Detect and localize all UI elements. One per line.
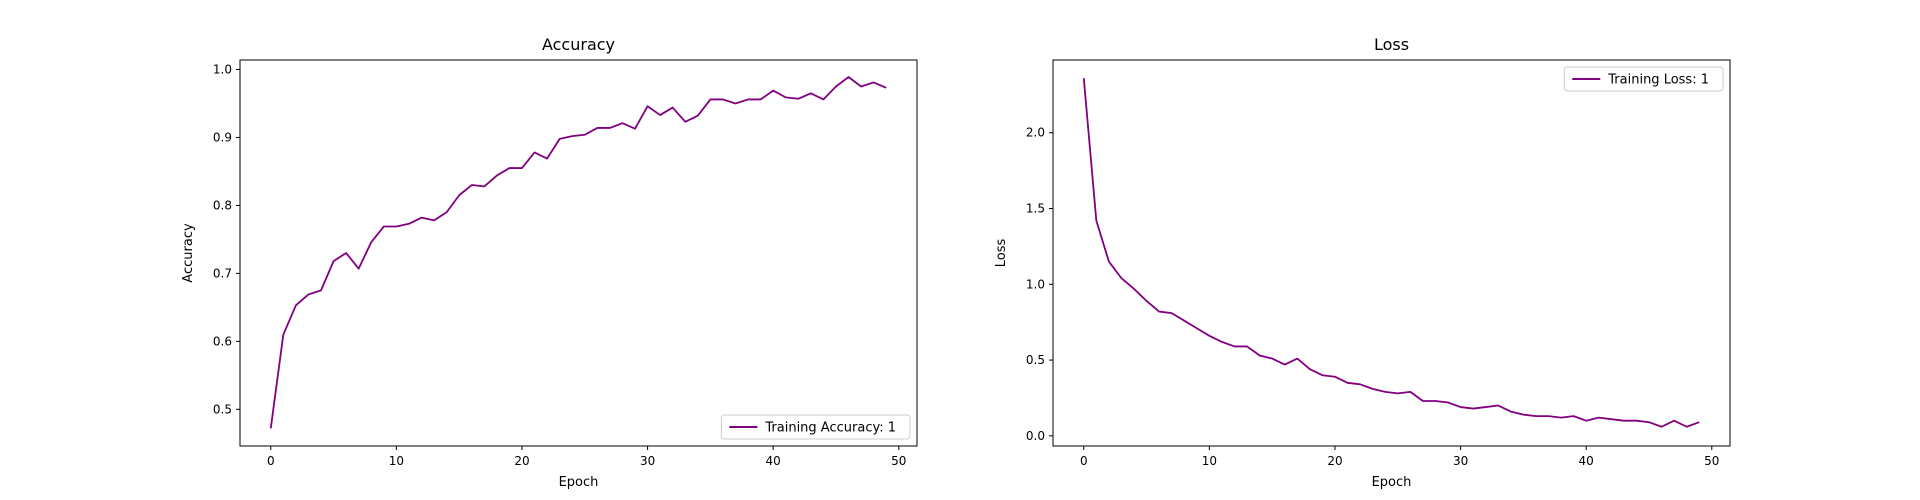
y-tick-label: 2.0 xyxy=(1026,126,1045,140)
plot-frame xyxy=(1052,59,1731,447)
legend: Training Accuracy: 1 xyxy=(720,414,911,440)
series-line xyxy=(1082,78,1700,428)
x-tick-label: 10 xyxy=(1202,454,1217,468)
series xyxy=(269,76,887,429)
chart-title: Loss xyxy=(1374,35,1409,54)
chart-title: Accuracy xyxy=(542,35,615,54)
legend-box xyxy=(720,414,911,440)
x-tick-label: 0 xyxy=(267,454,275,468)
x-tick-label: 20 xyxy=(1327,454,1342,468)
legend-entry: Training Accuracy: 1 xyxy=(764,421,896,436)
legend-entry: Training Loss: 1 xyxy=(1607,73,1709,88)
accuracy-chart: Accuracy Epoch Accuracy 0 10 20 30 40 50 0.5 0.… xyxy=(181,35,918,490)
y-tick-label: 0.5 xyxy=(1026,353,1045,367)
plot-frame xyxy=(239,59,918,447)
y-axis-label: Loss xyxy=(994,239,1009,268)
ticks: 0 10 20 30 40 50 0.0 0.5 1.0 1.5 2.0 xyxy=(1026,126,1720,468)
y-tick-label: 1.0 xyxy=(1026,277,1045,291)
x-tick-label: 40 xyxy=(1579,454,1594,468)
y-tick-label: 0.9 xyxy=(213,130,232,144)
x-tick-label: 40 xyxy=(766,454,781,468)
x-tick-label: 10 xyxy=(389,454,404,468)
x-tick-label: 0 xyxy=(1080,454,1088,468)
x-tick-label: 50 xyxy=(891,454,906,468)
legend: Training Loss: 1 xyxy=(1563,66,1724,92)
legend-box xyxy=(1563,66,1724,92)
ticks: 0 10 20 30 40 50 0.5 0.6 0.7 0.8 0.9 1.0 xyxy=(213,63,907,468)
series-line xyxy=(269,76,887,429)
y-tick-label: 0.5 xyxy=(213,402,232,416)
x-tick-label: 30 xyxy=(640,454,655,468)
x-tick-label: 50 xyxy=(1704,454,1719,468)
x-tick-label: 20 xyxy=(514,454,529,468)
y-tick-label: 0.0 xyxy=(1026,429,1045,443)
loss-chart: Loss Epoch Loss 0 10 20 30 40 50 0.0 0.5 1.0 1.5 2… xyxy=(994,35,1731,490)
y-tick-label: 0.7 xyxy=(213,266,232,280)
y-tick-label: 1.0 xyxy=(213,63,232,77)
x-axis-label: Epoch xyxy=(1372,475,1412,490)
y-tick-label: 1.5 xyxy=(1026,202,1045,216)
x-tick-label: 30 xyxy=(1453,454,1468,468)
x-axis-label: Epoch xyxy=(559,475,599,490)
y-axis-label: Accuracy xyxy=(181,223,196,283)
y-tick-label: 0.6 xyxy=(213,334,232,348)
series xyxy=(1082,78,1700,428)
y-tick-label: 0.8 xyxy=(213,198,232,212)
